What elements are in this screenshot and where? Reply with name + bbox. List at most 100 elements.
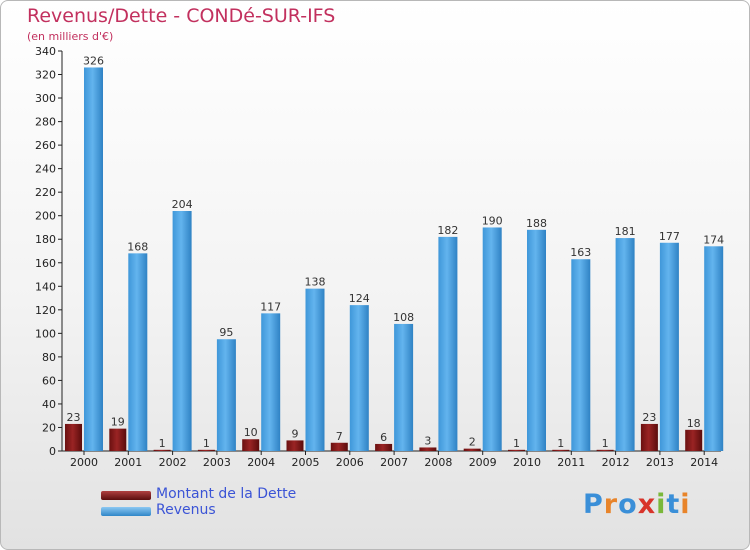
debt-value-label: 18 bbox=[687, 417, 701, 430]
x-tick-label: 2013 bbox=[646, 456, 674, 469]
x-tick-label: 2005 bbox=[292, 456, 320, 469]
x-tick-label: 2012 bbox=[602, 456, 630, 469]
y-tick-label: 0 bbox=[49, 445, 56, 458]
legend-swatch-debt bbox=[101, 491, 151, 500]
revenue-bar bbox=[261, 313, 281, 451]
revenue-value-label: 95 bbox=[219, 326, 233, 339]
bars bbox=[65, 67, 724, 452]
x-tick-label: 2002 bbox=[159, 456, 187, 469]
debt-value-label: 19 bbox=[111, 416, 125, 429]
revenue-bar bbox=[84, 67, 103, 452]
chart-title: Revenus/Dette - CONDé-SUR-IFS bbox=[27, 5, 336, 27]
revenue-value-label: 117 bbox=[260, 300, 281, 313]
debt-bar bbox=[419, 447, 437, 451]
y-tick-label: 320 bbox=[35, 69, 56, 82]
y-tick-label: 200 bbox=[35, 210, 56, 223]
debt-bar bbox=[552, 449, 570, 451]
y-tick-label: 240 bbox=[35, 163, 56, 176]
y-tick-label: 220 bbox=[35, 186, 56, 199]
debt-bar bbox=[109, 428, 127, 451]
debt-bar bbox=[375, 443, 393, 451]
debt-value-label: 1 bbox=[203, 437, 210, 450]
y-tick-label: 60 bbox=[42, 374, 56, 387]
revenue-value-label: 108 bbox=[393, 311, 414, 324]
revenue-value-label: 177 bbox=[659, 230, 680, 243]
debt-bar bbox=[640, 423, 658, 451]
revenue-bar bbox=[438, 236, 458, 451]
x-tick-label: 2010 bbox=[513, 456, 541, 469]
x-tick-label: 2014 bbox=[690, 456, 718, 469]
legend-label-revenue: Revenus bbox=[156, 502, 216, 518]
revenue-bar bbox=[571, 259, 591, 451]
debt-value-label: 1 bbox=[159, 437, 166, 450]
y-tick-label: 280 bbox=[35, 116, 56, 129]
y-tick-label: 140 bbox=[35, 280, 56, 293]
revenue-value-label: 138 bbox=[305, 276, 326, 289]
debt-value-label: 9 bbox=[292, 427, 299, 440]
debt-bar bbox=[508, 449, 525, 451]
x-tick-label: 2003 bbox=[203, 456, 231, 469]
debt-bar bbox=[463, 448, 481, 451]
revenue-bar bbox=[216, 339, 236, 451]
revenue-bar bbox=[527, 229, 546, 451]
revenue-value-label: 190 bbox=[482, 214, 503, 227]
debt-bar bbox=[153, 449, 171, 451]
y-tick-label: 260 bbox=[35, 139, 56, 152]
revenue-value-label: 181 bbox=[615, 225, 636, 238]
y-tick-label: 80 bbox=[42, 351, 56, 364]
revenue-bar bbox=[305, 288, 325, 451]
debt-bar bbox=[65, 423, 82, 451]
revenue-bar bbox=[394, 323, 414, 451]
x-tick-label: 2008 bbox=[424, 456, 452, 469]
y-tick-label: 300 bbox=[35, 92, 56, 105]
revenue-bar bbox=[615, 238, 635, 451]
debt-value-label: 23 bbox=[642, 411, 656, 424]
y-tick-label: 340 bbox=[35, 45, 56, 58]
debt-value-label: 3 bbox=[424, 434, 431, 447]
data-labels: 23 326 19 168 1 204 1 95 10 117 9 138 7 124 6 108 3 182 2 1… bbox=[67, 54, 725, 449]
legend-swatch-revenue bbox=[101, 507, 151, 516]
y-tick-label: 180 bbox=[35, 233, 56, 246]
debt-bar bbox=[330, 442, 348, 451]
legend-label-debt: Montant de la Dette bbox=[156, 486, 297, 502]
x-tick-label: 2001 bbox=[114, 456, 142, 469]
proxiti-logo: Proxiti bbox=[583, 489, 691, 520]
chart-subtitle: (en milliers d'€) bbox=[27, 30, 114, 43]
debt-value-label: 2 bbox=[469, 436, 476, 449]
y-tick-label: 40 bbox=[42, 398, 56, 411]
revenue-value-label: 168 bbox=[127, 240, 148, 253]
y-tick-label: 160 bbox=[35, 257, 56, 270]
debt-value-label: 1 bbox=[602, 437, 609, 450]
x-tick-label: 2004 bbox=[247, 456, 275, 469]
debt-bar bbox=[685, 429, 703, 451]
revenue-value-label: 204 bbox=[172, 198, 193, 211]
revenue-bar bbox=[128, 253, 148, 451]
y-tick-label: 100 bbox=[35, 327, 56, 340]
revenue-bar bbox=[659, 242, 679, 451]
debt-bar bbox=[197, 449, 215, 451]
revenue-bar bbox=[482, 227, 502, 451]
x-tick-label: 2000 bbox=[70, 456, 98, 469]
debt-value-label: 23 bbox=[67, 411, 81, 424]
revenue-value-label: 326 bbox=[83, 54, 104, 67]
revenue-bar bbox=[704, 246, 724, 451]
debt-value-label: 1 bbox=[557, 437, 564, 450]
debt-bar bbox=[596, 449, 614, 451]
x-tick-label: 2011 bbox=[557, 456, 585, 469]
revenue-value-label: 188 bbox=[526, 217, 547, 230]
revenue-bar bbox=[349, 305, 369, 451]
debt-value-label: 7 bbox=[336, 430, 343, 443]
revenue-value-label: 124 bbox=[349, 292, 370, 305]
debt-value-label: 6 bbox=[380, 431, 387, 444]
debt-bar bbox=[286, 440, 304, 451]
revenue-value-label: 163 bbox=[570, 246, 591, 259]
revenue-value-label: 174 bbox=[703, 233, 724, 246]
revenue-value-label: 182 bbox=[437, 224, 458, 237]
y-tick-label: 120 bbox=[35, 304, 56, 317]
y-tick-label: 20 bbox=[42, 421, 56, 434]
x-tick-label: 2006 bbox=[336, 456, 364, 469]
debt-value-label: 1 bbox=[513, 437, 520, 450]
debt-value-label: 10 bbox=[244, 426, 258, 439]
